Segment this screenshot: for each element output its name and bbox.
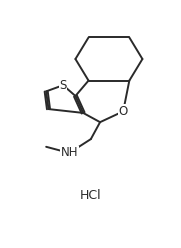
Text: HCl: HCl (80, 189, 102, 202)
Text: O: O (119, 105, 128, 118)
Text: S: S (59, 79, 67, 92)
Text: NH: NH (60, 147, 78, 159)
